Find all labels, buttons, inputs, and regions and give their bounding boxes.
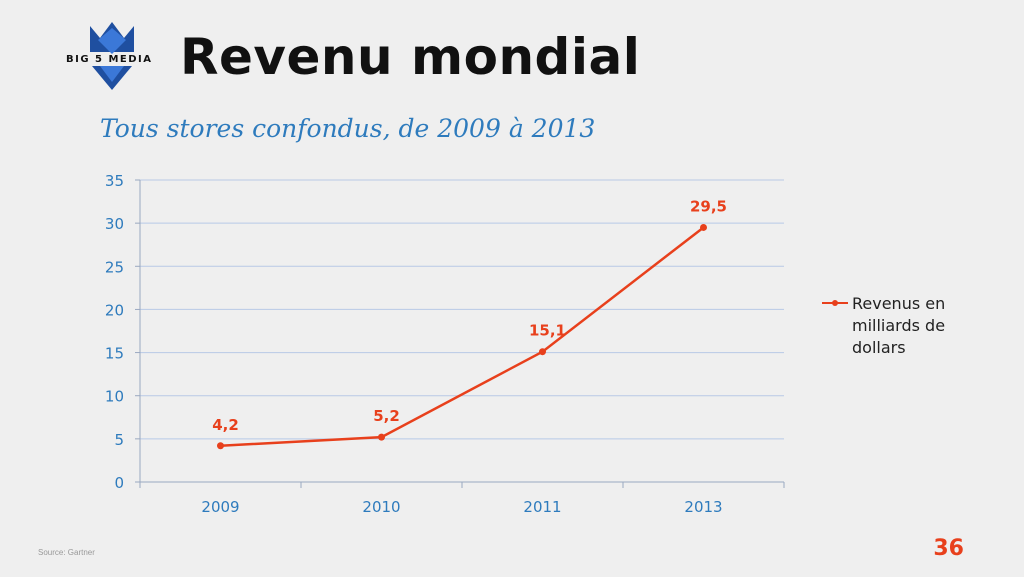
legend-swatch-line	[822, 300, 848, 306]
data-label: 29,5	[690, 197, 727, 215]
data-point	[700, 223, 707, 231]
x-tick-label: 2010	[362, 498, 400, 516]
legend-label: Revenus en milliards de dollars	[852, 294, 946, 357]
data-label: 5,2	[373, 407, 400, 425]
x-tick-label: 2009	[201, 498, 239, 516]
data-label: 15,1	[529, 322, 566, 340]
x-tick-label: 2011	[523, 498, 561, 516]
y-tick-label: 10	[105, 388, 124, 406]
data-point	[378, 433, 385, 441]
y-tick-label: 25	[105, 258, 124, 276]
y-tick-label: 30	[105, 215, 124, 233]
big5-media-logo	[90, 22, 134, 90]
y-tick-label: 15	[105, 345, 124, 363]
y-tick-label: 5	[114, 431, 124, 449]
x-tick-label: 2013	[684, 498, 722, 516]
slide-subtitle: Tous stores confondus, de 2009 à 2013	[100, 114, 596, 143]
data-label: 4,2	[212, 416, 239, 434]
y-tick-label: 20	[105, 301, 124, 319]
series-line	[220, 226, 705, 448]
data-point	[217, 442, 224, 450]
logo-text: BIG 5 MEDIA	[64, 54, 155, 65]
data-point	[539, 348, 546, 356]
page-number: 36	[933, 536, 964, 561]
chart-legend: Revenus en milliards de dollars	[820, 293, 990, 359]
y-tick-label: 0	[114, 474, 124, 492]
slide-title: Revenu mondial	[180, 28, 641, 86]
source-note: Source: Gartner	[38, 548, 95, 557]
y-tick-label: 35	[105, 172, 124, 190]
